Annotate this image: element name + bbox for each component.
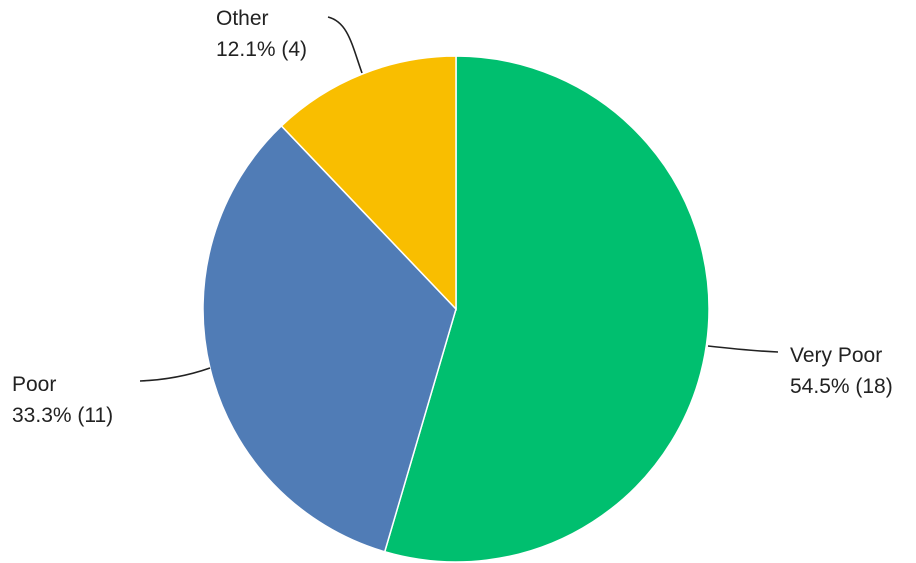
label-very-poor-name: Very Poor: [790, 344, 882, 367]
label-other: Other 12.1% (4): [216, 7, 307, 61]
label-very-poor: Very Poor 54.5% (18): [790, 344, 893, 398]
pie-slice-very-poor: [383, 55, 710, 563]
pie-slices: [202, 55, 710, 563]
label-poor: Poor 33.3% (11): [12, 373, 113, 427]
label-poor-value: 33.3% (11): [12, 404, 113, 427]
leader-line-other: [327, 16, 363, 74]
label-other-value: 12.1% (4): [216, 38, 307, 61]
leader-line-poor: [139, 367, 211, 382]
pie-slice-other: [280, 55, 457, 311]
label-very-poor-value: 54.5% (18): [790, 375, 893, 398]
leader-line-very-poor: [707, 345, 779, 353]
label-poor-name: Poor: [12, 373, 56, 396]
label-other-name: Other: [216, 7, 269, 30]
leader-lines: [139, 16, 779, 382]
